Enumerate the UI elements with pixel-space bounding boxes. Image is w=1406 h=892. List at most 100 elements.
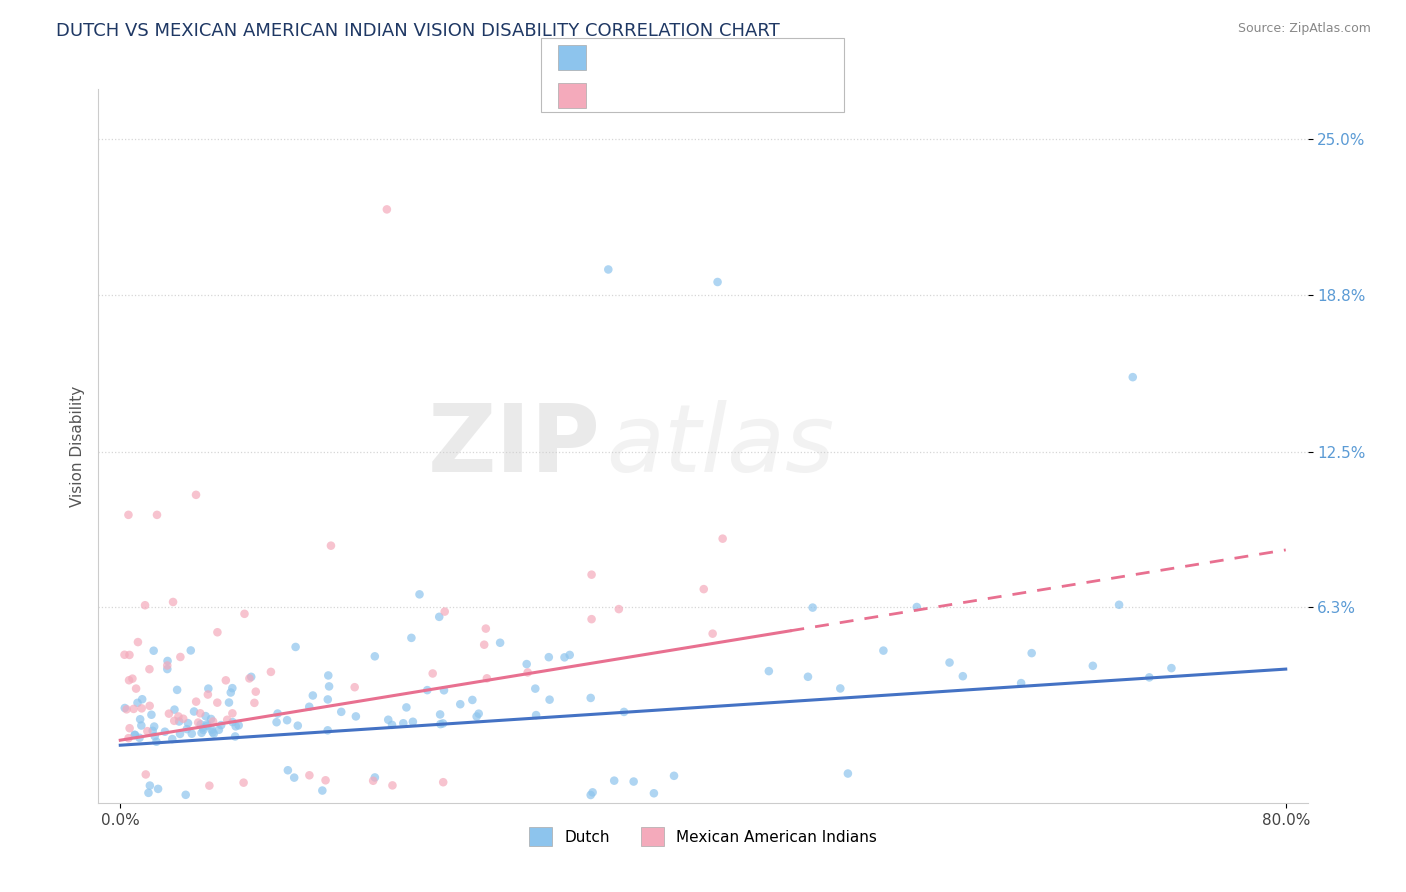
Point [266,715,288,730]
Point [202,727,225,741]
Text: 104: 104 [758,51,790,65]
Point [221,715,243,730]
Point [311,783,333,797]
Point [489,636,512,650]
Point [232,775,254,789]
Point [361,773,384,788]
Point [115,702,138,716]
Point [233,607,256,621]
Point [607,602,630,616]
Point [207,625,229,640]
Point [176,722,198,736]
Point [143,729,166,743]
Point [197,719,219,733]
Point [169,650,191,665]
Point [287,719,309,733]
Point [429,707,451,722]
Text: Source: ZipAtlas.com: Source: ZipAtlas.com [1237,22,1371,36]
Point [662,769,685,783]
Point [187,715,209,730]
Point [283,771,305,785]
Text: DUTCH VS MEXICAN AMERICAN INDIAN VISION DISABILITY CORRELATION CHART: DUTCH VS MEXICAN AMERICAN INDIAN VISION … [56,22,780,40]
Point [221,681,243,695]
Point [127,635,149,649]
Point [138,662,160,676]
Point [197,688,219,702]
Point [191,721,214,735]
Point [1137,670,1160,684]
Point [344,709,367,723]
Point [381,778,404,792]
Point [127,696,149,710]
Point [408,587,430,601]
Point [131,718,153,732]
Text: N =: N = [718,51,752,65]
Point [201,723,224,737]
Point [136,724,159,739]
Point [217,713,239,727]
Point [260,665,283,679]
Point [153,724,176,739]
Point [194,709,217,723]
Point [245,684,267,698]
Point [558,648,581,662]
Point [330,705,353,719]
Point [135,767,157,781]
Point [142,723,165,738]
Point [208,723,231,737]
Point [581,612,603,626]
Point [128,731,150,745]
Point [215,673,238,688]
Point [219,685,242,699]
Point [905,600,928,615]
Text: ZIP: ZIP [427,400,600,492]
Point [188,706,211,721]
Point [702,626,724,640]
Y-axis label: Vision Disability: Vision Disability [69,385,84,507]
Point [422,666,444,681]
Point [472,638,495,652]
Point [190,726,212,740]
Point [117,731,139,746]
Point [156,658,179,673]
Point [579,690,602,705]
Point [121,672,143,686]
Point [837,766,859,780]
Point [1010,676,1032,690]
Point [402,714,425,729]
Point [872,643,894,657]
Point [693,582,716,596]
Point [138,698,160,713]
Point [392,716,415,731]
Point [225,719,247,733]
Point [167,714,190,729]
Point [537,650,560,665]
Point [142,643,165,657]
Text: 0.108: 0.108 [637,51,685,65]
Point [433,605,456,619]
Point [364,649,387,664]
Point [603,773,626,788]
Point [163,703,186,717]
Point [228,718,250,732]
Point [207,696,229,710]
Point [758,664,780,678]
Point [623,774,645,789]
Point [801,600,824,615]
Text: 53: 53 [758,88,785,103]
Text: atlas: atlas [606,401,835,491]
Point [1081,658,1104,673]
Point [461,693,484,707]
Point [343,680,366,694]
Point [319,539,342,553]
Point [298,768,321,782]
Text: 0.212: 0.212 [637,88,685,103]
Point [1108,598,1130,612]
Point [134,599,156,613]
Point [118,721,141,735]
Point [318,679,340,693]
Point [163,714,186,728]
Point [598,262,620,277]
Point [465,709,488,723]
Point [131,701,153,715]
